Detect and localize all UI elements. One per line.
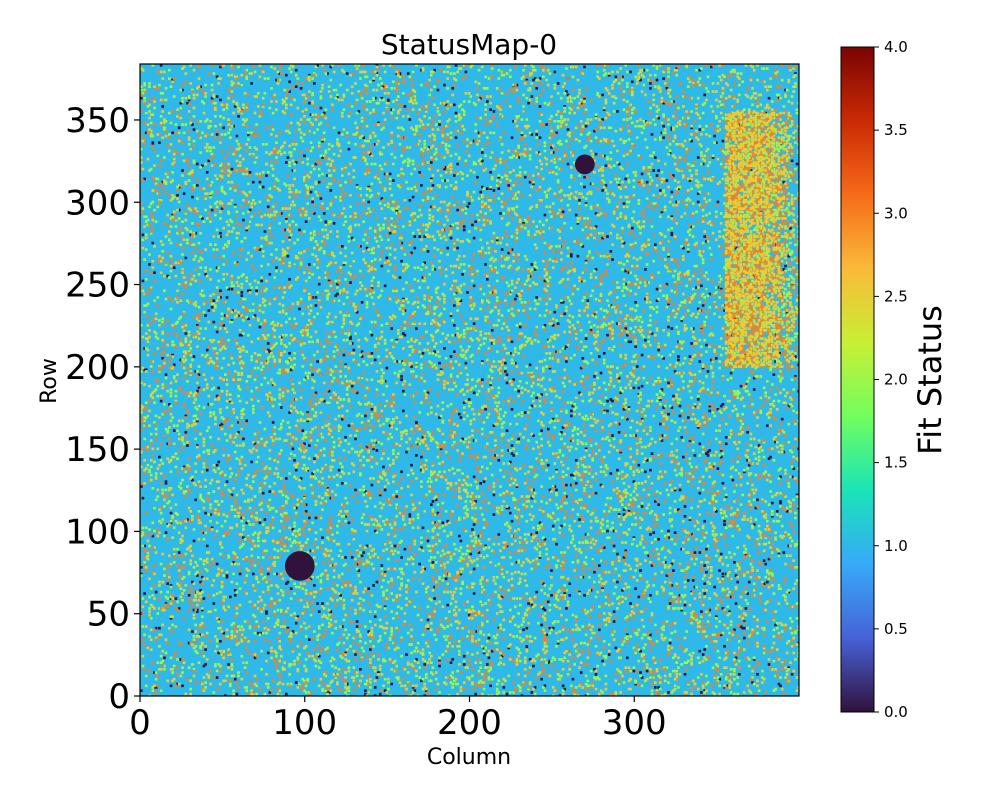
y-axis: 0 50 100 150 200 250 300 350 [65, 101, 140, 717]
colorbar-tick-label: 3.0 [884, 204, 908, 222]
spot-lower [284, 551, 315, 581]
status-pixels-2_5 [140, 64, 799, 696]
colorbar-tick-label: 2.0 [884, 371, 908, 389]
colorbar-ticks: 0.0 0.5 1.0 1.5 2.0 2.5 3.0 3.5 4.0 [874, 38, 908, 721]
status-pixels-2 [140, 64, 799, 696]
heatmap-plot-area [139, 63, 800, 697]
colorbar-tick-label: 1.0 [884, 537, 908, 555]
y-tick-label: 150 [65, 430, 130, 470]
y-tick-label: 350 [65, 101, 130, 141]
y-tick-label: 250 [65, 266, 130, 306]
y-tick-label: 50 [87, 595, 130, 635]
y-tick-label: 300 [65, 183, 130, 223]
colorbar-tick-label: 3.5 [884, 121, 908, 139]
colorbar-tick-label: 2.5 [884, 287, 908, 305]
x-axis: 0 100 200 300 [129, 696, 667, 743]
chart-title: StatusMap-0 [381, 28, 557, 61]
y-tick-label: 200 [65, 348, 130, 388]
colorbar-tick-label: 1.5 [884, 454, 908, 472]
y-tick-label: 0 [108, 677, 130, 717]
x-axis-label: Column [427, 745, 511, 770]
y-axis-label: Row [37, 358, 62, 404]
colorbar-label: Fit Status [911, 305, 949, 455]
heatmap-pixels [140, 64, 799, 696]
colorbar: 0.0 0.5 1.0 1.5 2.0 2.5 3.0 3.5 4.0 Fit Status [840, 38, 949, 721]
x-tick-label: 300 [602, 703, 667, 743]
x-tick-label: 200 [437, 703, 502, 743]
colorbar-tick-label: 0.5 [884, 620, 908, 638]
x-tick-label: 100 [272, 703, 337, 743]
spot-upper [574, 154, 595, 175]
y-tick-label: 100 [65, 512, 130, 552]
colorbar-tick-label: 4.0 [884, 38, 908, 56]
colorbar-tick-label: 0.0 [884, 703, 908, 721]
x-tick-label: 0 [129, 703, 151, 743]
colorbar-gradient [840, 46, 875, 713]
